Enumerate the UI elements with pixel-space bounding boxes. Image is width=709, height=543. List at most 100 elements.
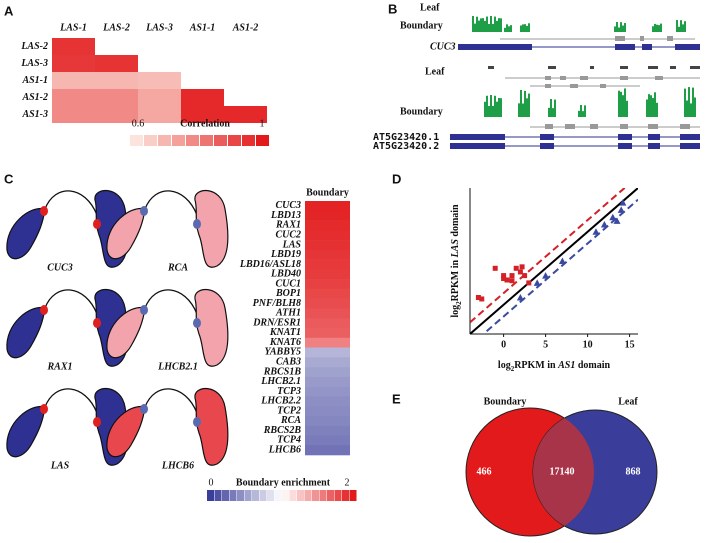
boundary-domain [93,318,101,328]
heatmap-cell [305,201,350,212]
coverage-bar [508,26,510,32]
coverage-bar [480,18,482,32]
coverage-bar [626,100,628,117]
coverage-bar [474,23,476,32]
heatmap-cell [138,89,181,106]
point [619,199,627,206]
colorbar-step [289,490,297,501]
stem [44,190,98,216]
panel-label: D [392,171,401,186]
gene-label: AT5G23420.2 [373,141,439,152]
gene-label: PNF/BLH8 [253,298,301,309]
point [504,277,510,283]
coverage-bar [654,23,656,32]
reference-line [481,198,638,334]
exon [618,134,632,140]
gene-label: KNAT1 [269,327,301,338]
coverage-bar [614,26,616,32]
gene-label: DRN/ESR1 [252,317,301,328]
gene-label: LBD19 [270,249,301,260]
coverage-bar [506,24,508,32]
colorbar-step [252,490,259,501]
stem [144,190,198,216]
coverage-bar [622,25,624,32]
colorbar-step [214,490,222,501]
heatmap-cell [181,89,224,106]
coverage-bar [498,97,500,117]
coverage-bar [686,100,688,117]
heatmap-cell [95,72,138,89]
gene-label: KNAT6 [269,337,301,348]
heatmap-cell [95,106,138,123]
stem [44,388,98,414]
column-label: AS1-1 [189,22,216,33]
stem [144,289,198,315]
coverage-bar [652,97,654,117]
exon [565,124,575,129]
colorbar-label: Boundary enrichment [236,477,331,488]
coverage-bar [622,95,624,117]
coverage-bar [624,88,626,117]
coverage-bar [658,25,660,32]
colorbar-step [214,135,227,146]
coverage-bar [500,18,502,32]
heatmap-cell [305,435,350,446]
coverage-bar [488,24,490,32]
point [516,294,524,301]
coverage-bar [624,23,626,32]
coverage-bar [482,18,484,32]
reference-line [470,188,638,334]
boundary-domain [40,404,48,414]
point [558,257,566,264]
coverage-bar [660,23,662,32]
boundary-domain [93,417,101,427]
colorbar-step [207,490,214,501]
colorbar-step [256,135,269,146]
coverage-bar [518,103,520,117]
heatmap-cell [52,89,95,106]
heatmap-cell [305,240,350,251]
exon [450,134,505,140]
row-label: AS1-2 [21,92,48,103]
exon [545,124,553,129]
colorbar-step [200,135,213,146]
colorbar-tick: 2 [345,477,350,488]
heatmap-cell [52,55,95,72]
coverage-bar [650,95,652,117]
axis-label-part: LAS [450,239,461,259]
gene-label: LBD13 [270,210,301,221]
boundary-domain [40,305,48,315]
point [542,272,550,279]
exon [680,143,700,149]
heatmap-cell [305,386,350,397]
heatmap-cell [224,106,267,123]
coverage-bar [520,25,522,32]
point [501,273,507,279]
point [592,228,600,235]
heatmap-cell [305,308,350,319]
exon [648,134,660,140]
heatmap-cell [305,376,350,387]
set-label: Boundary [484,396,527,407]
boundary-domain [193,417,201,427]
heatmap-cell [138,72,181,89]
x-tick-label: 0 [501,339,506,350]
colorbar-step [144,135,157,146]
coverage-bar [504,27,506,32]
colorbar-step [229,490,237,501]
gene-label: CUC2 [275,229,301,240]
exon [590,124,598,129]
exon [450,143,505,149]
point [617,206,625,213]
axis-label-part: RPKM in [514,360,558,371]
coverage-bar [550,99,552,117]
coverage-bar [692,87,694,117]
heatmap-cell [305,318,350,329]
boundary-domain [140,404,148,414]
coverage-bar [584,105,586,117]
set-overlap [533,410,594,534]
exon [540,143,554,149]
leaf-blade [194,288,229,367]
coverage-bar [548,66,556,69]
